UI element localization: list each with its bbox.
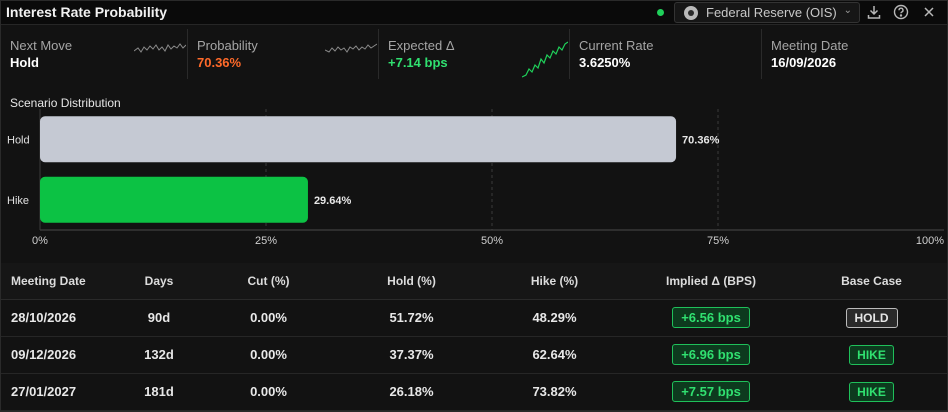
x-tick-label: 50% <box>481 235 503 247</box>
stat-value: Hold <box>10 55 39 70</box>
cell-implied: +6.56 bps <box>626 299 796 337</box>
table-row[interactable]: 09/12/2026 132d 0.00% 37.37% 62.64% +6.9… <box>1 336 947 374</box>
category-label: Hold <box>7 134 30 146</box>
cell-days: 181d <box>121 373 197 411</box>
stat-value: 3.6250% <box>579 55 631 70</box>
bar-hike <box>40 176 308 223</box>
bar-hold <box>40 116 677 163</box>
cell-cut: 0.00% <box>197 336 340 374</box>
bar-value-label: 70.36% <box>682 134 720 146</box>
bar-value-label: 29.64% <box>314 195 352 207</box>
x-tick-label: 0% <box>32 235 48 247</box>
category-label: Hike <box>7 195 29 207</box>
stat-label: Current Rate <box>579 38 654 53</box>
implied-badge: +6.56 bps <box>672 307 750 328</box>
cell-date: 28/10/2026 <box>1 299 121 337</box>
stat-label: Probability <box>197 38 258 53</box>
base-case-badge: HOLD <box>845 307 898 328</box>
base-case-badge: HIKE <box>849 344 894 365</box>
table-row[interactable]: 28/10/2026 90d 0.00% 51.72% 48.29% +6.56… <box>1 299 947 337</box>
stat-meeting-date: Meeting Date 16/09/2026 <box>762 29 947 79</box>
sparkline <box>325 43 377 53</box>
chevron-down-icon: ⌄ <box>843 5 852 16</box>
source-label: Federal Reserve (OIS) <box>706 5 837 20</box>
sparkline <box>134 43 186 53</box>
cell-implied: +7.57 bps <box>626 373 796 411</box>
stat-value: 70.36% <box>197 55 242 70</box>
implied-badge: +7.57 bps <box>672 381 750 402</box>
base-case-badge: HIKE <box>849 381 894 402</box>
cell-cut: 0.00% <box>197 299 340 337</box>
help-icon[interactable] <box>892 3 910 21</box>
stat-label: Meeting Date <box>771 38 849 53</box>
scenario-chart: 0% 25% 50% 75% 100% Hold 70.36% Hike 29.64% <box>7 109 944 247</box>
widget-title: Interest Rate Probability <box>6 4 168 20</box>
stat-value: +7.14 bps <box>388 55 448 70</box>
x-tick-label: 100% <box>916 235 944 247</box>
implied-badge: +6.96 bps <box>672 344 750 365</box>
table-header-row: Meeting Date Days Cut (%) Hold (%) Hike … <box>1 263 947 300</box>
meetings-table: Meeting Date Days Cut (%) Hold (%) Hike … <box>1 263 947 411</box>
stat-label: Expected Δ <box>388 38 455 53</box>
cell-hold: 51.72% <box>340 299 483 337</box>
cell-implied: +6.96 bps <box>626 336 796 374</box>
cell-hike: 73.82% <box>483 373 626 411</box>
col-header-days[interactable]: Days <box>121 263 197 300</box>
cell-cut: 0.00% <box>197 373 340 411</box>
col-header-implied[interactable]: Implied Δ (BPS) <box>626 263 796 300</box>
cell-days: 90d <box>121 299 197 337</box>
close-icon[interactable] <box>920 3 938 21</box>
cell-days: 132d <box>121 336 197 374</box>
download-icon[interactable] <box>865 3 883 21</box>
cell-date: 09/12/2026 <box>1 336 121 374</box>
stat-value: 16/09/2026 <box>771 55 837 70</box>
col-header-base-case[interactable]: Base Case <box>796 263 947 300</box>
cell-base: HIKE <box>796 336 947 374</box>
stat-next-move: Next Move Hold <box>1 29 188 79</box>
x-tick-label: 75% <box>707 235 729 247</box>
cell-date: 27/01/2027 <box>1 373 121 411</box>
col-header-meeting-date[interactable]: Meeting Date <box>1 263 121 300</box>
live-status-dot <box>657 9 664 16</box>
bank-icon <box>684 6 698 20</box>
source-dropdown[interactable]: Federal Reserve (OIS) ⌄ <box>674 2 860 23</box>
sparkline <box>522 41 568 78</box>
col-header-cut[interactable]: Cut (%) <box>197 263 340 300</box>
x-tick-label: 25% <box>255 235 277 247</box>
title-bar: Interest Rate Probability Federal Reserv… <box>1 1 947 25</box>
col-header-hike[interactable]: Hike (%) <box>483 263 626 300</box>
cell-hold: 26.18% <box>340 373 483 411</box>
cell-base: HIKE <box>796 373 947 411</box>
stat-label: Next Move <box>10 38 73 53</box>
stats-strip: Next Move Hold Probability 70.36% Expect… <box>1 29 947 79</box>
col-header-hold[interactable]: Hold (%) <box>340 263 483 300</box>
stat-expected-delta: Expected Δ +7.14 bps <box>379 29 570 79</box>
cell-base: HOLD <box>796 299 947 337</box>
cell-hike: 48.29% <box>483 299 626 337</box>
cell-hike: 62.64% <box>483 336 626 374</box>
table-row[interactable]: 27/01/2027 181d 0.00% 26.18% 73.82% +7.5… <box>1 373 947 411</box>
stat-current-rate: Current Rate 3.6250% <box>570 29 762 79</box>
stat-probability: Probability 70.36% <box>188 29 379 79</box>
chart-title: Scenario Distribution <box>10 96 121 110</box>
cell-hold: 37.37% <box>340 336 483 374</box>
